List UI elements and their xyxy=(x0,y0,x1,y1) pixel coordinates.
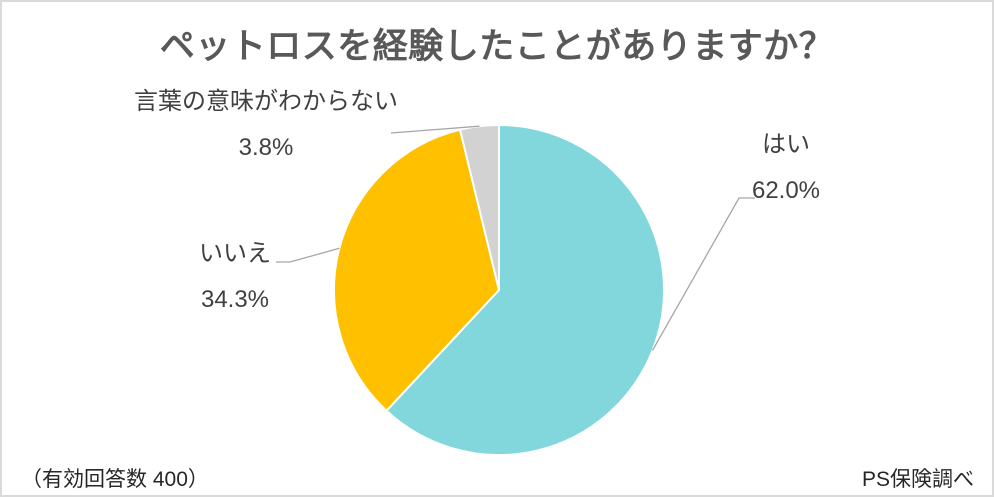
pie-slice-yes xyxy=(385,124,665,456)
data-label-unknown-category: 言葉の意味がわからない xyxy=(134,88,398,115)
leader-line-no xyxy=(276,247,340,263)
valid-responses-note: （有効回答数 400） xyxy=(21,468,209,491)
leader-line-yes xyxy=(651,197,755,351)
data-label-unknown: 言葉の意味がわからない 3.8% xyxy=(129,79,403,171)
data-label-no-category: いいえ xyxy=(199,240,271,267)
chart-title: ペットロスを経験したことがありますか？ xyxy=(159,27,835,66)
data-label-unknown-value: 3.8% xyxy=(238,134,294,161)
leader-line-unknown xyxy=(390,125,480,134)
data-label-no-value: 34.3% xyxy=(200,286,270,313)
data-label-yes-value: 62.0% xyxy=(751,177,821,204)
data-label-yes: はい 62.0% xyxy=(686,122,886,214)
source-note: PS保険調べ xyxy=(861,468,974,491)
data-label-no: いいえ 34.3% xyxy=(135,231,335,323)
data-label-yes-category: はい xyxy=(762,131,810,158)
